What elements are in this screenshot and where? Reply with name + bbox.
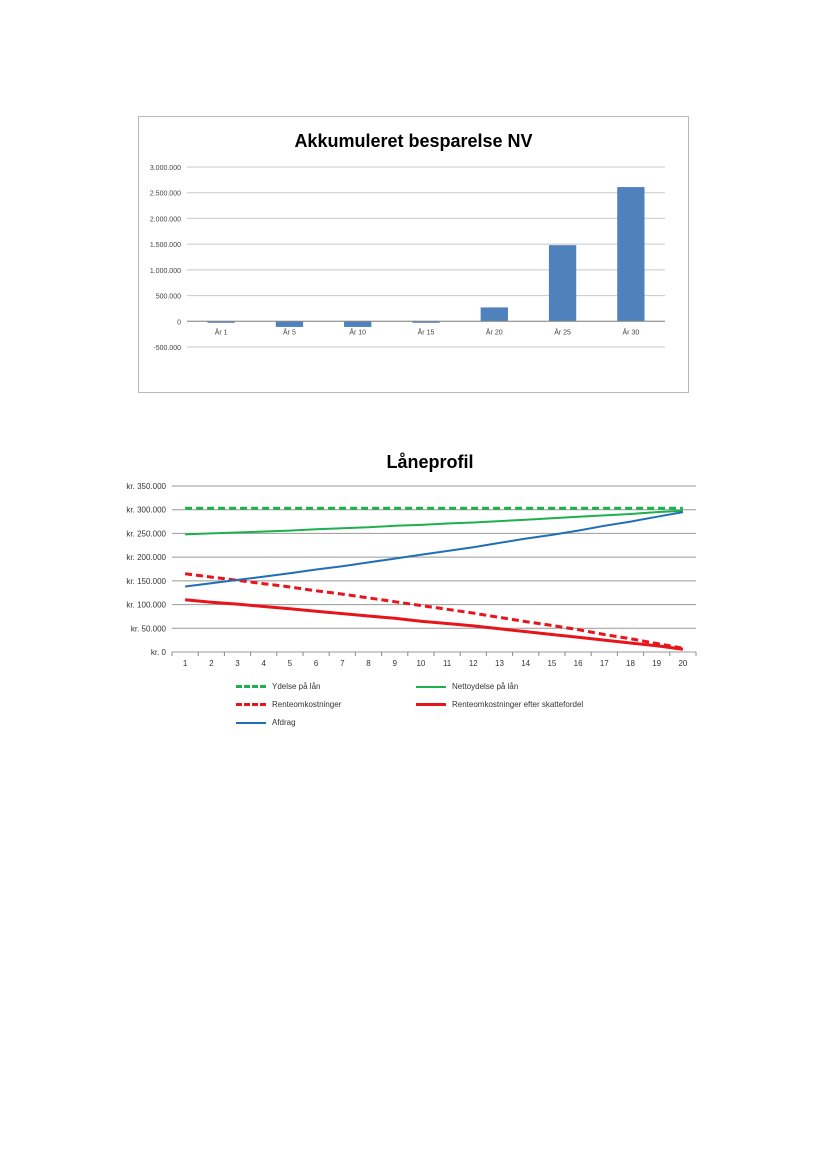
line-x-tick-label: 12	[469, 659, 478, 668]
bar	[275, 321, 304, 327]
line-x-tick-label: 3	[235, 659, 240, 668]
line-x-tick-label: 8	[366, 659, 371, 668]
bar	[480, 307, 508, 322]
bar-y-tick-label: 0	[177, 319, 181, 326]
bar-y-tick-label: 1.500.000	[150, 242, 181, 249]
line-y-tick-label: kr. 100.000	[126, 601, 166, 610]
bar-chart: -500.000 0 500.000 1.000.000 1.500.000 2.000.…	[150, 165, 665, 352]
line-x-tick-label: 9	[392, 659, 397, 668]
line-y-tick-label: kr. 250.000	[126, 529, 166, 538]
line-x-tick-label: 1	[183, 659, 188, 668]
bar	[207, 321, 235, 323]
line-x-tick-label: 14	[521, 659, 530, 668]
legend-item-renteomkostninger: Renteomkostninger	[236, 700, 341, 709]
line-x-tick-label: 13	[495, 659, 504, 668]
legend-item-ydelse: Ydelse på lån	[236, 682, 320, 691]
bar-x-tick-label: År 1	[215, 327, 228, 336]
series-line-2	[185, 509, 683, 536]
legend-label-afdrag: Afdrag	[272, 718, 296, 727]
bar-x-tick-label: År 25	[554, 327, 571, 336]
line-y-tick-label: kr. 150.000	[126, 577, 166, 586]
bar-chart-title: Akkumuleret besparelse NV	[294, 131, 533, 151]
bar	[344, 321, 372, 327]
line-x-tick-label: 16	[574, 659, 583, 668]
legend-swatch-ydelse	[236, 685, 266, 688]
bar	[412, 321, 440, 323]
bar-x-tick-label: År 10	[349, 327, 366, 336]
bar-chart-frame: Akkumuleret besparelse NV -500.000 0 500.0…	[138, 116, 689, 393]
legend-label-nettoydelse: Nettoydelse på lån	[452, 682, 519, 691]
line-y-tick-label: kr. 0	[151, 648, 167, 657]
legend-swatch-renteomkostninger	[236, 703, 266, 706]
line-x-tick-label: 5	[288, 659, 293, 668]
line-y-tick-label: kr. 300.000	[126, 506, 166, 515]
legend-label-ydelse: Ydelse på lån	[272, 682, 321, 691]
line-x-tick-label: 11	[443, 659, 452, 668]
bar	[548, 245, 577, 322]
line-x-tick-label: 2	[209, 659, 214, 668]
line-y-tick-label: kr. 50.000	[131, 624, 167, 633]
line-y-tick-label: kr. 200.000	[126, 553, 166, 562]
bar-y-tick-label: -500.000	[153, 345, 181, 352]
line-x-tick-label: 7	[340, 659, 345, 668]
line-x-tick-label: 17	[600, 659, 609, 668]
bar-x-tick-label: År 5	[283, 327, 296, 336]
bar-x-tick-label: År 15	[418, 327, 435, 336]
legend-item-nettoydelse: Nettoydelse på lån	[416, 682, 518, 691]
bar-x-tick-label: År 30	[622, 327, 639, 336]
line-x-tick-label: 10	[416, 659, 425, 668]
line-chart: kr. 0 kr. 50.000 kr. 100.000 kr. 150.000 kr.…	[126, 482, 697, 668]
bar	[617, 187, 645, 322]
line-x-tick-label: 4	[261, 659, 266, 668]
bar-y-tick-label: 500.000	[156, 294, 181, 301]
bar-y-tick-label: 3.000.000	[150, 165, 181, 172]
series-line-4	[184, 598, 684, 651]
line-x-tick-label: 15	[547, 659, 556, 668]
legend-swatch-renteomkostninger-skat	[416, 703, 446, 706]
series-line-3	[184, 572, 684, 650]
line-x-tick-label: 19	[652, 659, 661, 668]
bar-y-tick-label: 2.500.000	[150, 191, 181, 198]
legend-label-renteomkostninger-skat: Renteomkostninger efter skattefordel	[452, 700, 584, 709]
legend-swatch-afdrag	[236, 721, 266, 724]
legend-label-renteomkostninger: Renteomkostninger	[272, 700, 342, 709]
line-x-tick-label: 6	[314, 659, 319, 668]
legend-item-afdrag: Afdrag	[236, 718, 296, 727]
line-x-tick-label: 20	[678, 659, 687, 668]
line-y-tick-label: kr. 350.000	[126, 482, 166, 491]
legend-item-renteomkostninger-skat: Renteomkostninger efter skattefordel	[416, 700, 583, 709]
bar-x-tick-label: År 20	[486, 327, 503, 336]
bar-y-tick-label: 2.000.000	[150, 216, 181, 223]
bar-y-tick-label: 1.000.000	[150, 268, 181, 275]
line-chart-legend: Ydelse på lån Nettoydelse på lån Renteom…	[236, 680, 676, 740]
series-line-5	[184, 511, 684, 588]
line-x-tick-label: 18	[626, 659, 635, 668]
line-chart-title: Låneprofil	[386, 452, 474, 472]
legend-swatch-nettoydelse	[416, 685, 446, 688]
